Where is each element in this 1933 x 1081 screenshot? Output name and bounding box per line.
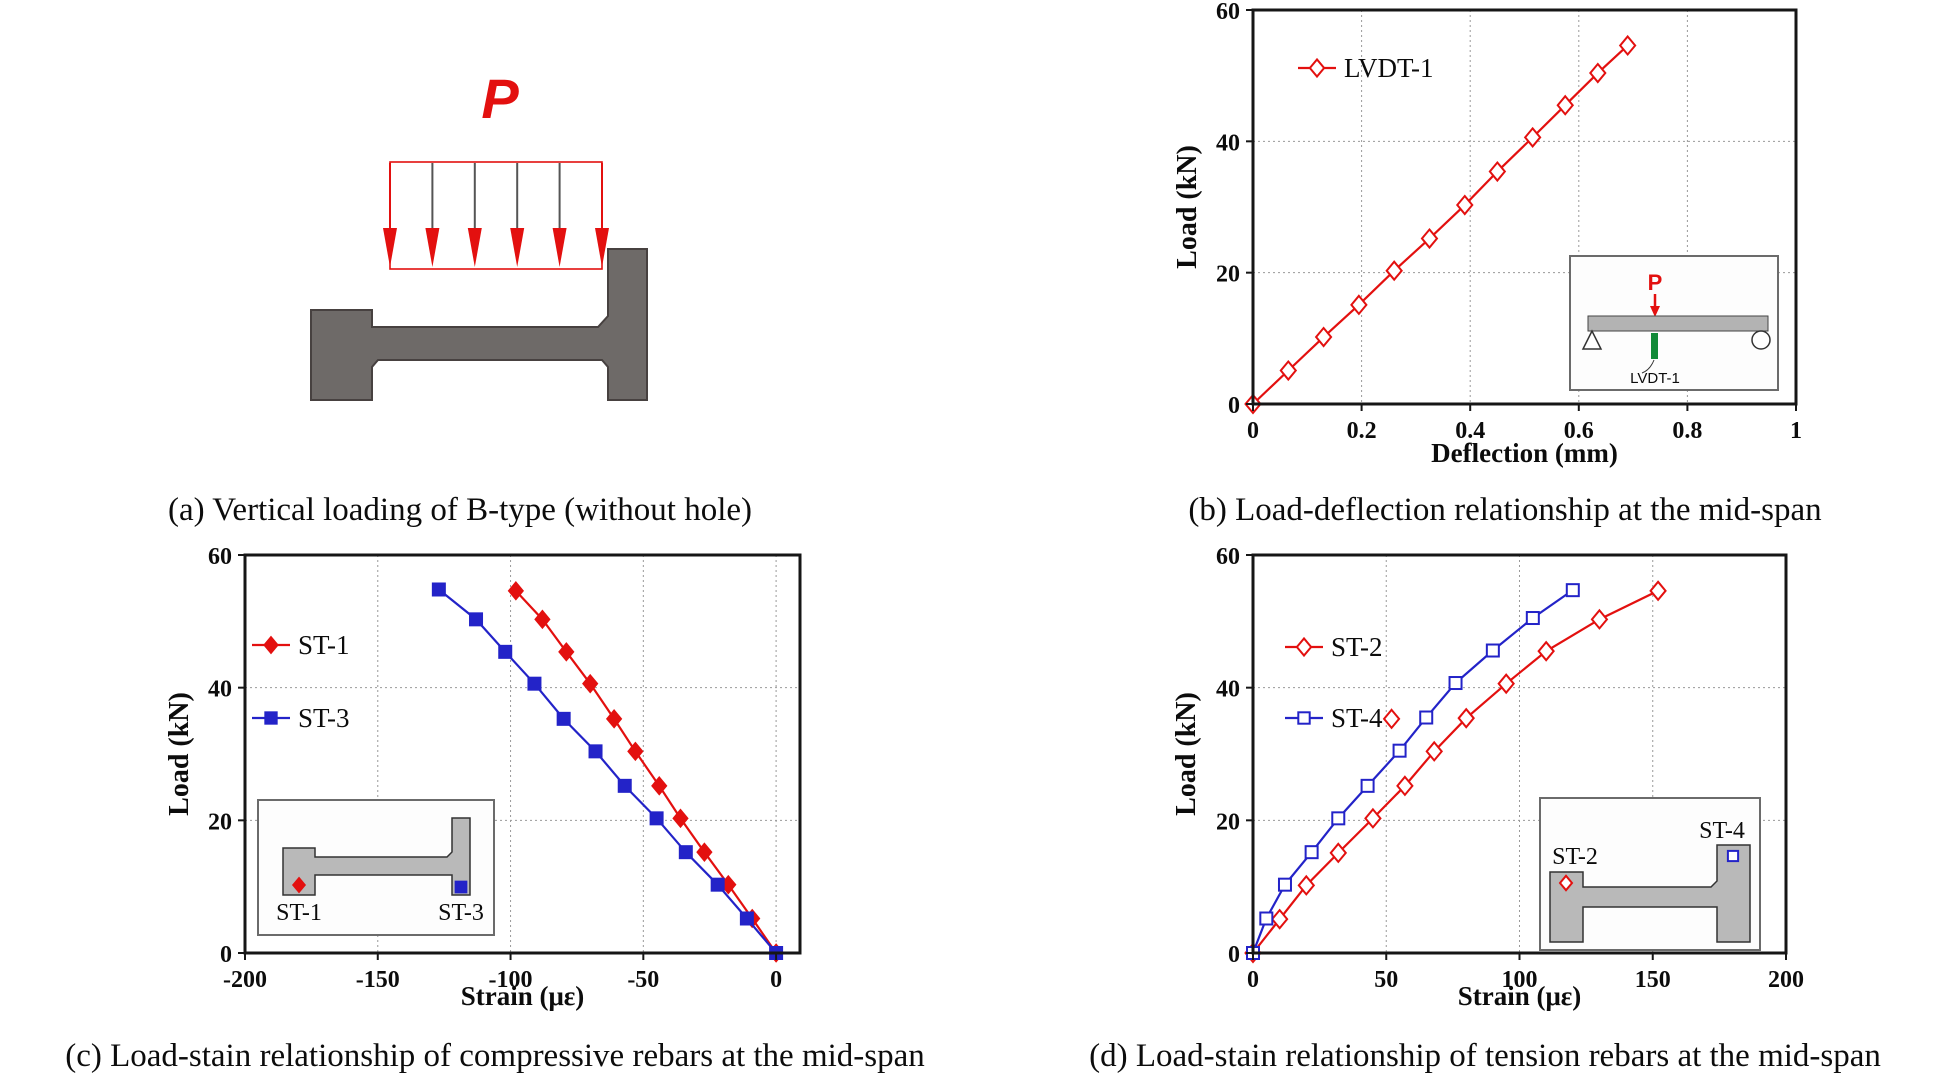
legend-label-ST-2: ST-2 xyxy=(1331,632,1383,662)
loading-diagram: P xyxy=(310,67,648,401)
x-tick-label: 0.4 xyxy=(1455,418,1485,444)
inset-load-arrow-icon xyxy=(1650,306,1660,317)
y-tick-label: 60 xyxy=(1216,0,1240,25)
y-tick-label: 60 xyxy=(1216,544,1240,570)
caption-c: (c) Load-stain relationship of compressi… xyxy=(65,1038,925,1074)
legend-label-ST-3: ST-3 xyxy=(298,703,350,733)
legend: ST-1 ST-3 xyxy=(252,630,350,733)
caption-d: (d) Load-stain relationship of tension r… xyxy=(1089,1038,1881,1074)
x-tick-label: -100 xyxy=(489,967,533,993)
y-tick-label: 0 xyxy=(1228,393,1240,419)
y-axis-title: Load (kN) xyxy=(164,692,195,816)
x-tick-label: -200 xyxy=(223,967,267,993)
inset-beam-lvdt: P LVDT-1 xyxy=(1569,255,1779,391)
inset-beam-bottom-markers: ST-1 ST-3 xyxy=(257,799,495,936)
plot-c: ST-1 ST-3 -200 -150 -100 -50 0 0 20 40 60 Strain (μ… xyxy=(164,544,802,1011)
x-tick-label: 50 xyxy=(1374,967,1398,993)
x-tick-label: 1 xyxy=(1790,418,1802,444)
chart-load-strain-tension: ST-2 ST-4 0 50 100 150 200 0 20 40 60 Strain (με) Lo… xyxy=(1145,540,1895,1032)
x-axis-title: Strain (με) xyxy=(461,981,585,1011)
distributed-load-arrows xyxy=(383,161,609,270)
beam-cross-section xyxy=(310,248,648,401)
down-arrow-icon xyxy=(552,228,567,267)
series-ST-4 xyxy=(1246,583,1580,960)
plot-frame xyxy=(243,553,802,955)
x-tick-label: 0 xyxy=(1247,967,1259,993)
plot-d: ST-2 ST-4 0 50 100 150 200 0 20 40 60 Strain (με) Lo… xyxy=(1171,544,1804,1011)
caption-b: (b) Load-deflection relationship at the … xyxy=(1188,492,1822,528)
inset-right-gauge-label: ST-3 xyxy=(438,900,484,926)
legend-label-LVDT-1: LVDT-1 xyxy=(1344,53,1434,83)
inset-left-gauge-label: ST-2 xyxy=(1552,844,1598,870)
series-ST-3 xyxy=(431,582,784,960)
y-tick-label: 40 xyxy=(208,677,232,703)
legend-label-ST-1: ST-1 xyxy=(298,630,350,660)
chart-load-deflection: P LVDT-1 0 0.2 0.4 0.6 0.8 1 0 20 40 60 Deflection (… xyxy=(1150,0,1850,485)
axis-ticks: 0 0.2 0.4 0.6 0.8 1 0 20 40 60 xyxy=(1216,0,1802,444)
axis-ticks: 0 50 100 150 200 0 20 40 60 xyxy=(1216,544,1804,993)
down-arrow-icon xyxy=(467,228,482,267)
x-tick-label: 150 xyxy=(1635,967,1671,993)
plot-b: P LVDT-1 0 0.2 0.4 0.6 0.8 1 0 20 40 60 Deflection (… xyxy=(1172,0,1802,468)
legend: ST-2 ST-4 xyxy=(1285,632,1383,733)
down-arrow-icon xyxy=(595,228,609,267)
x-tick-label: -150 xyxy=(356,967,400,993)
down-arrow-icon xyxy=(510,228,525,267)
inset-left-gauge-label: ST-1 xyxy=(276,900,322,926)
x-tick-label: 0.2 xyxy=(1347,418,1377,444)
y-tick-label: 20 xyxy=(1216,809,1240,835)
legend: LVDT-1 xyxy=(1298,53,1434,83)
x-tick-label: 0 xyxy=(1247,418,1259,444)
inset-lvdt-label: LVDT-1 xyxy=(1630,370,1680,387)
y-tick-label: 0 xyxy=(1228,942,1240,968)
lvdt-sensor-icon xyxy=(1651,333,1658,359)
x-tick-label: 0.8 xyxy=(1672,418,1702,444)
x-axis-title: Strain (με) xyxy=(1458,981,1582,1011)
x-tick-label: 0 xyxy=(770,967,782,993)
chart-load-strain-compressive: ST-1 ST-3 -200 -150 -100 -50 0 0 20 40 60 Strain (μ… xyxy=(140,540,860,1032)
series-ST-2 xyxy=(1244,580,1667,964)
inset-beam-top-markers: ST-2 ST-4 xyxy=(1539,797,1761,951)
down-arrow-icon xyxy=(383,228,397,267)
x-tick-label: -50 xyxy=(627,967,659,993)
load-p-label: P xyxy=(481,67,519,130)
caption-a: (a) Vertical loading of B-type (without … xyxy=(167,492,753,528)
pin-support-icon xyxy=(1581,329,1603,350)
legend-label-ST-4: ST-4 xyxy=(1331,703,1383,733)
y-axis-title: Load (kN) xyxy=(1172,145,1203,269)
series-LVDT-1 xyxy=(1244,34,1637,415)
series-ST-1 xyxy=(507,581,785,963)
inset-load-p-label: P xyxy=(1648,270,1663,295)
x-tick-label: 100 xyxy=(1502,967,1538,993)
y-tick-label: 0 xyxy=(220,942,232,968)
x-tick-label: 0.6 xyxy=(1564,418,1594,444)
plot-frame xyxy=(1251,8,1798,406)
y-tick-label: 40 xyxy=(1216,677,1240,703)
axis-ticks: -200 -150 -100 -50 0 0 20 40 60 xyxy=(208,544,782,993)
y-tick-label: 20 xyxy=(208,809,232,835)
y-tick-label: 60 xyxy=(208,544,232,570)
inset-beam xyxy=(1587,315,1769,332)
roller-support-icon xyxy=(1751,330,1771,350)
y-tick-label: 20 xyxy=(1216,262,1240,288)
x-tick-label: 200 xyxy=(1768,967,1804,993)
x-axis-title: Deflection (mm) xyxy=(1431,438,1618,468)
down-arrow-icon xyxy=(425,228,440,267)
inset-beam xyxy=(1549,844,1751,943)
y-tick-label: 40 xyxy=(1216,130,1240,156)
y-axis-title: Load (kN) xyxy=(1171,692,1202,816)
gridlines xyxy=(1253,10,1796,404)
inset-right-gauge-label: ST-4 xyxy=(1699,818,1745,844)
